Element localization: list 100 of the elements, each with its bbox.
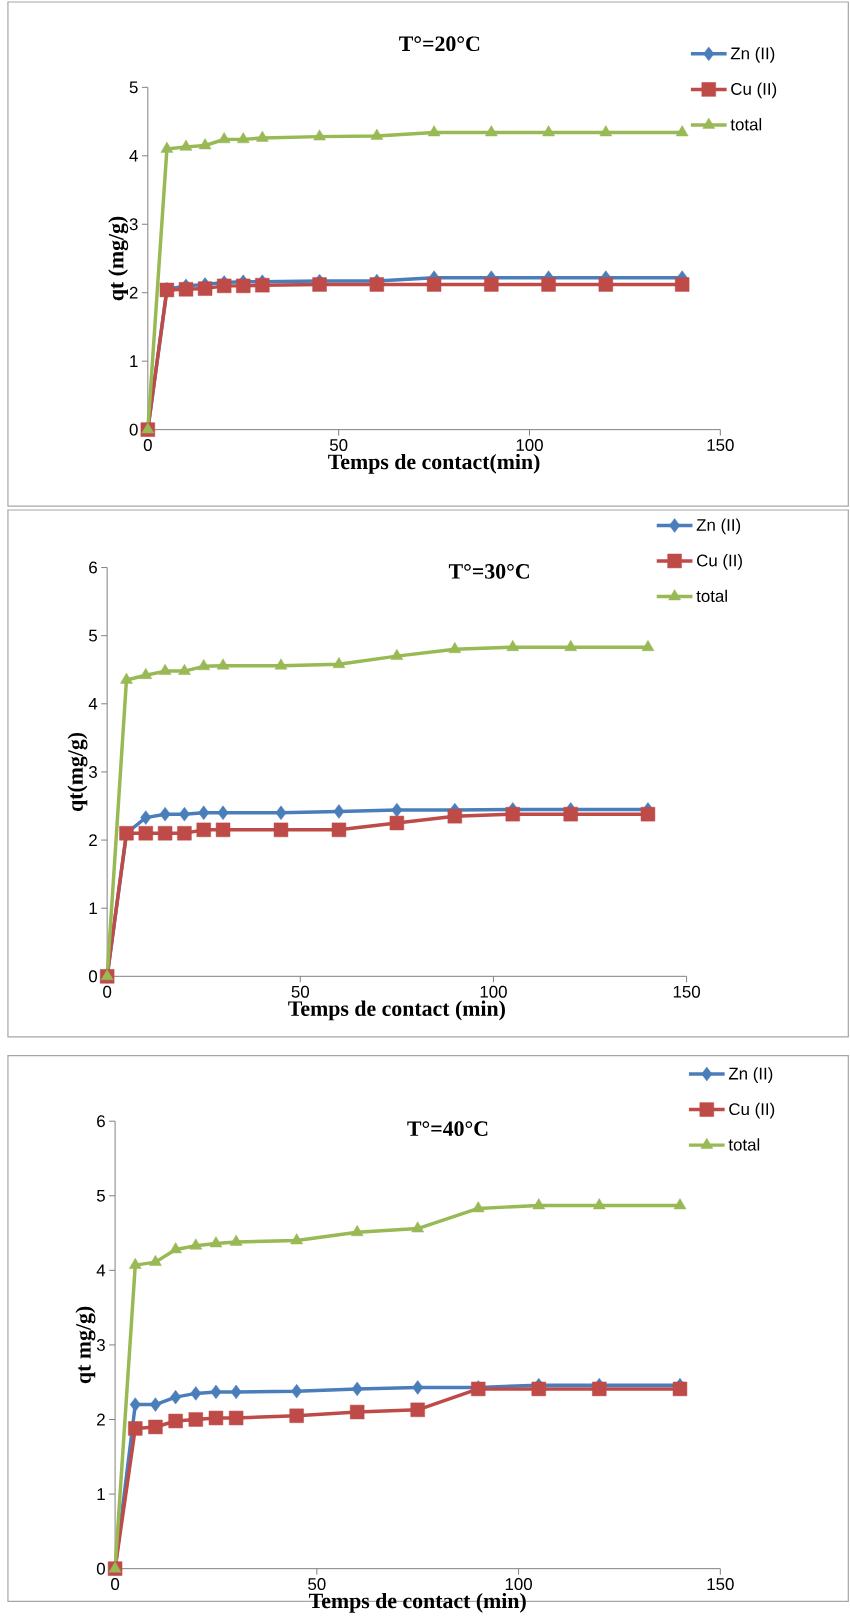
point [532,1198,545,1210]
point [448,642,461,654]
point [505,806,520,822]
y-tick-label: 5 [129,81,138,94]
point [275,805,287,821]
point [274,658,288,670]
point [208,1410,224,1426]
y-tick-label: 4 [88,698,98,710]
point [674,277,690,292]
point [506,640,519,651]
y-axis-title: qt mg/g) [75,1306,96,1384]
y-axis-title: qt (mg/g) [108,216,128,301]
point [169,1242,182,1254]
point [216,658,230,670]
point [129,1397,141,1412]
y-tick-label: 2 [89,834,97,846]
x-tick-label: 100 [516,439,543,452]
x-axis-title: Temps de contact (min) [288,1000,505,1021]
point [217,805,229,821]
point [196,822,211,838]
point [255,130,269,142]
point [230,1384,242,1400]
point [427,125,441,137]
legend-label: total [696,589,727,603]
point [411,1221,424,1233]
point [189,1238,202,1250]
point [391,802,403,818]
legend-label: Cu (II) [729,1102,775,1119]
x-tick-label: 150 [707,1578,734,1591]
chart-title: T°=20°C [398,36,480,52]
point [370,128,383,140]
point [591,1381,607,1397]
point [332,657,346,669]
legend-label: total [730,118,761,131]
point [273,822,289,838]
point [217,132,231,144]
y-tick-label: 1 [130,355,138,367]
point [672,1381,688,1397]
y-tick-label: 2 [129,286,138,299]
y-tick-label: 5 [88,629,97,642]
point [369,277,384,292]
chart-title: T°=40°C [407,1121,488,1137]
point [138,826,153,841]
point [289,1408,304,1423]
point [216,278,232,294]
point [640,806,656,822]
point [313,129,326,141]
point [148,1419,163,1435]
point [290,1233,303,1245]
point [190,1386,202,1401]
point [351,1381,363,1397]
point [120,672,133,684]
point [140,810,152,825]
point [228,1410,244,1426]
point [179,139,193,151]
legend-label: Cu (II) [696,554,742,570]
point [215,822,231,838]
point [160,141,174,153]
point [158,663,172,675]
x-tick-label: 150 [707,439,734,452]
point [236,132,250,144]
x-tick-label: 100 [505,1578,532,1591]
x-tick-label: 0 [110,1578,119,1591]
x-tick-label: 50 [329,439,348,452]
point [209,1236,223,1248]
point [390,648,403,660]
point [349,1404,365,1420]
point [599,125,612,137]
point [333,804,345,819]
x-tick-label: 50 [307,1578,326,1591]
point [178,663,191,675]
y-tick-label: 1 [89,902,97,914]
point [563,806,578,822]
point [541,277,556,292]
point [484,277,499,292]
y-axis-title: qt(mg/g) [67,732,88,812]
point [312,277,327,292]
y-tick-label: 2 [96,1413,105,1426]
point [127,1421,143,1436]
y-tick-label: 4 [96,1264,105,1277]
point [564,640,577,651]
point [198,138,212,150]
point [331,822,346,838]
x-axis-title: Temps de contact(min) [327,453,540,474]
point [410,1402,425,1418]
legend-label: Cu (II) [731,82,776,99]
legend-label: total [728,1138,759,1151]
point [471,1201,485,1213]
y-tick-label: 0 [96,1562,105,1575]
x-tick-label: 0 [143,439,152,452]
y-tick-label: 5 [96,1189,105,1202]
point [542,125,555,137]
point [484,125,498,137]
point [188,1412,203,1427]
y-tick-label: 3 [96,1338,105,1351]
point [149,1254,162,1266]
point [592,1198,606,1210]
y-tick-label: 0 [88,970,97,983]
point [178,282,194,297]
point [641,640,655,651]
